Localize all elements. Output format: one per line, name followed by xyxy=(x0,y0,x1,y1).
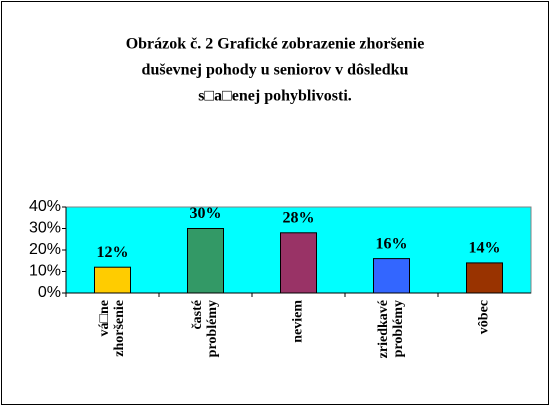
y-tick-label: 20% xyxy=(29,241,61,258)
x-tick-label: vôbec xyxy=(477,300,492,334)
data-label: 28% xyxy=(283,209,315,226)
y-tick-label: 30% xyxy=(29,220,61,237)
x-tick-label: problémy xyxy=(205,300,220,357)
data-label: 30% xyxy=(190,205,222,222)
bar xyxy=(280,232,317,294)
x-tick-label: problémy xyxy=(391,300,406,357)
chart-title: s□a□enej pohyblivosti. xyxy=(198,88,352,105)
bar xyxy=(373,258,410,294)
chart-title: duševnej pohody u seniorov v dôsledku xyxy=(142,62,409,79)
bar xyxy=(94,266,131,294)
data-label: 14% xyxy=(469,240,501,257)
x-tick-label: zhoršenie xyxy=(112,300,127,357)
x-tick-label: vá□ne xyxy=(97,300,112,336)
y-tick-label: 0% xyxy=(38,284,61,301)
x-tick-label: zriedkavé xyxy=(376,300,391,358)
y-tick-label: 40% xyxy=(29,198,61,215)
data-label: 12% xyxy=(97,244,129,261)
y-tick-label: 10% xyxy=(29,263,61,280)
x-tick-label: neviem xyxy=(291,300,306,343)
bar xyxy=(466,262,503,294)
bar xyxy=(187,228,224,294)
x-tick-label: časté xyxy=(190,300,205,330)
chart-title: Obrázok č. 2 Grafické zobrazenie zhoršen… xyxy=(126,36,425,53)
data-label: 16% xyxy=(376,235,408,252)
